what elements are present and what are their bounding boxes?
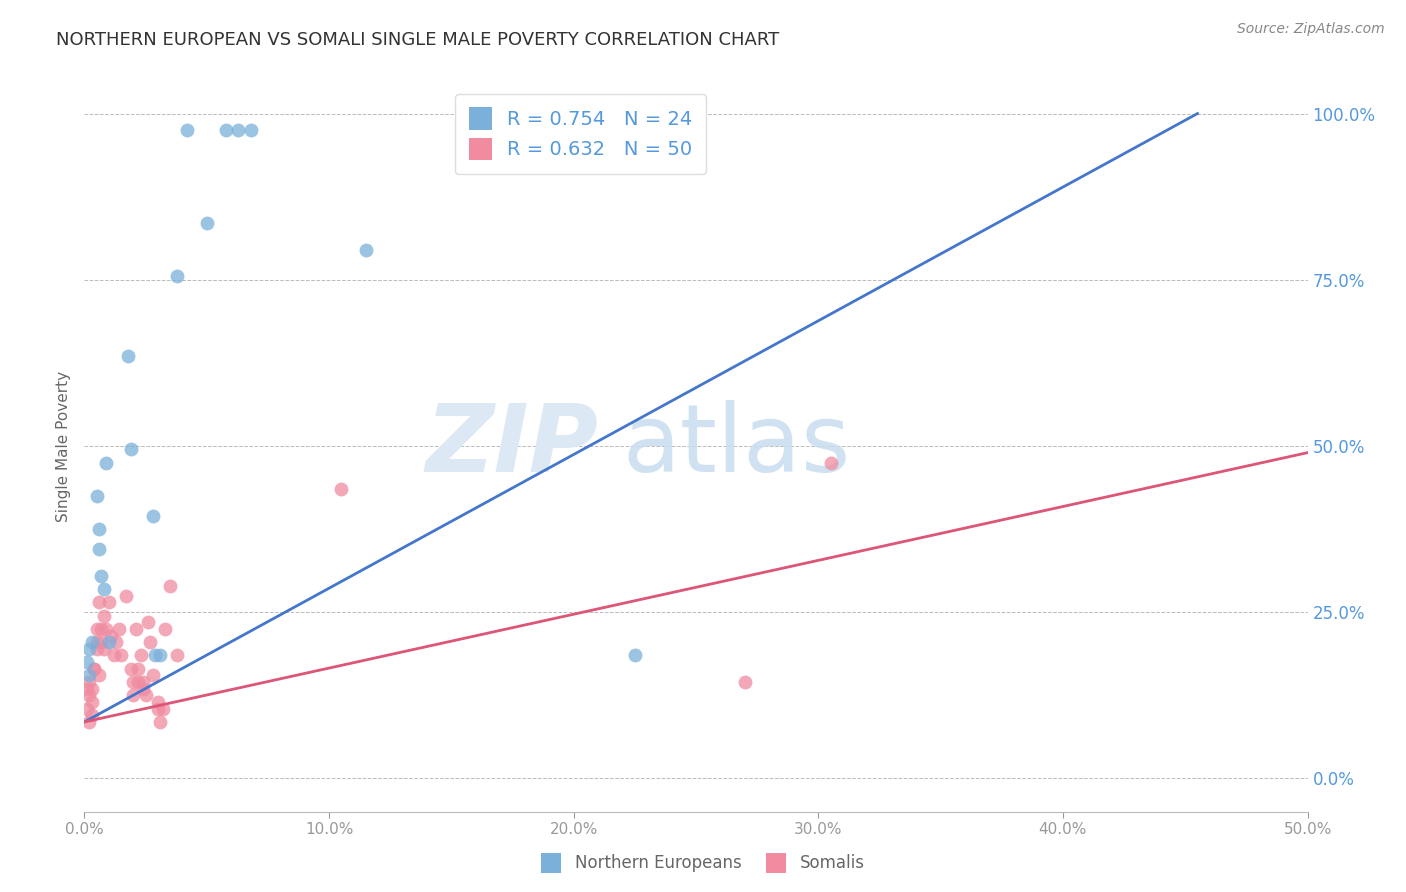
- Point: [107, 622, 129, 636]
- Text: Source: ZipAtlas.com: Source: ZipAtlas.com: [1237, 22, 1385, 37]
- Point: [83, 662, 105, 676]
- Legend: Northern Europeans, Somalis: Northern Europeans, Somalis: [534, 847, 872, 880]
- Point: [127, 675, 149, 690]
- Point: [153, 622, 176, 636]
- Point: [146, 695, 169, 709]
- Point: [93, 608, 115, 623]
- Point: [83, 662, 105, 676]
- Point: [120, 442, 142, 457]
- Point: [195, 216, 218, 230]
- Point: [135, 689, 157, 703]
- Legend: R = 0.754   N = 24, R = 0.632   N = 50: R = 0.754 N = 24, R = 0.632 N = 50: [456, 94, 706, 174]
- Point: [127, 662, 149, 676]
- Point: [354, 243, 377, 257]
- Point: [734, 675, 756, 690]
- Point: [87, 522, 110, 536]
- Point: [142, 508, 165, 523]
- Point: [117, 349, 139, 363]
- Point: [87, 542, 110, 557]
- Y-axis label: Single Male Poverty: Single Male Poverty: [56, 370, 72, 522]
- Point: [142, 668, 165, 682]
- Point: [77, 641, 100, 656]
- Point: [330, 482, 353, 496]
- Point: [215, 123, 238, 137]
- Point: [152, 701, 174, 715]
- Point: [77, 714, 100, 729]
- Point: [129, 648, 152, 663]
- Point: [166, 648, 188, 663]
- Point: [146, 701, 169, 715]
- Point: [76, 681, 98, 696]
- Point: [820, 456, 842, 470]
- Point: [122, 675, 145, 690]
- Point: [120, 662, 142, 676]
- Point: [239, 123, 262, 137]
- Point: [86, 635, 108, 649]
- Point: [90, 622, 112, 636]
- Point: [105, 635, 128, 649]
- Text: atlas: atlas: [623, 400, 851, 492]
- Point: [136, 615, 159, 630]
- Point: [139, 635, 162, 649]
- Text: ZIP: ZIP: [425, 400, 598, 492]
- Point: [143, 648, 166, 663]
- Point: [77, 668, 100, 682]
- Point: [228, 123, 250, 137]
- Point: [100, 628, 122, 642]
- Point: [93, 582, 115, 596]
- Point: [80, 708, 103, 723]
- Point: [80, 635, 103, 649]
- Point: [77, 675, 100, 690]
- Point: [90, 568, 112, 582]
- Point: [110, 648, 132, 663]
- Point: [90, 635, 112, 649]
- Point: [80, 681, 103, 696]
- Point: [87, 595, 110, 609]
- Point: [122, 689, 145, 703]
- Point: [125, 622, 148, 636]
- Point: [86, 622, 108, 636]
- Point: [76, 701, 98, 715]
- Point: [132, 675, 155, 690]
- Point: [149, 648, 172, 663]
- Point: [87, 668, 110, 682]
- Point: [76, 655, 98, 669]
- Point: [96, 622, 118, 636]
- Point: [86, 641, 108, 656]
- Point: [132, 681, 155, 696]
- Point: [93, 641, 115, 656]
- Point: [176, 123, 198, 137]
- Point: [77, 689, 100, 703]
- Point: [115, 589, 138, 603]
- Point: [97, 595, 120, 609]
- Point: [624, 648, 647, 663]
- Point: [86, 489, 108, 503]
- Point: [97, 635, 120, 649]
- Point: [103, 648, 125, 663]
- Point: [166, 269, 188, 284]
- Text: NORTHERN EUROPEAN VS SOMALI SINGLE MALE POVERTY CORRELATION CHART: NORTHERN EUROPEAN VS SOMALI SINGLE MALE …: [56, 31, 779, 49]
- Point: [96, 456, 118, 470]
- Point: [80, 695, 103, 709]
- Point: [149, 714, 172, 729]
- Point: [159, 579, 181, 593]
